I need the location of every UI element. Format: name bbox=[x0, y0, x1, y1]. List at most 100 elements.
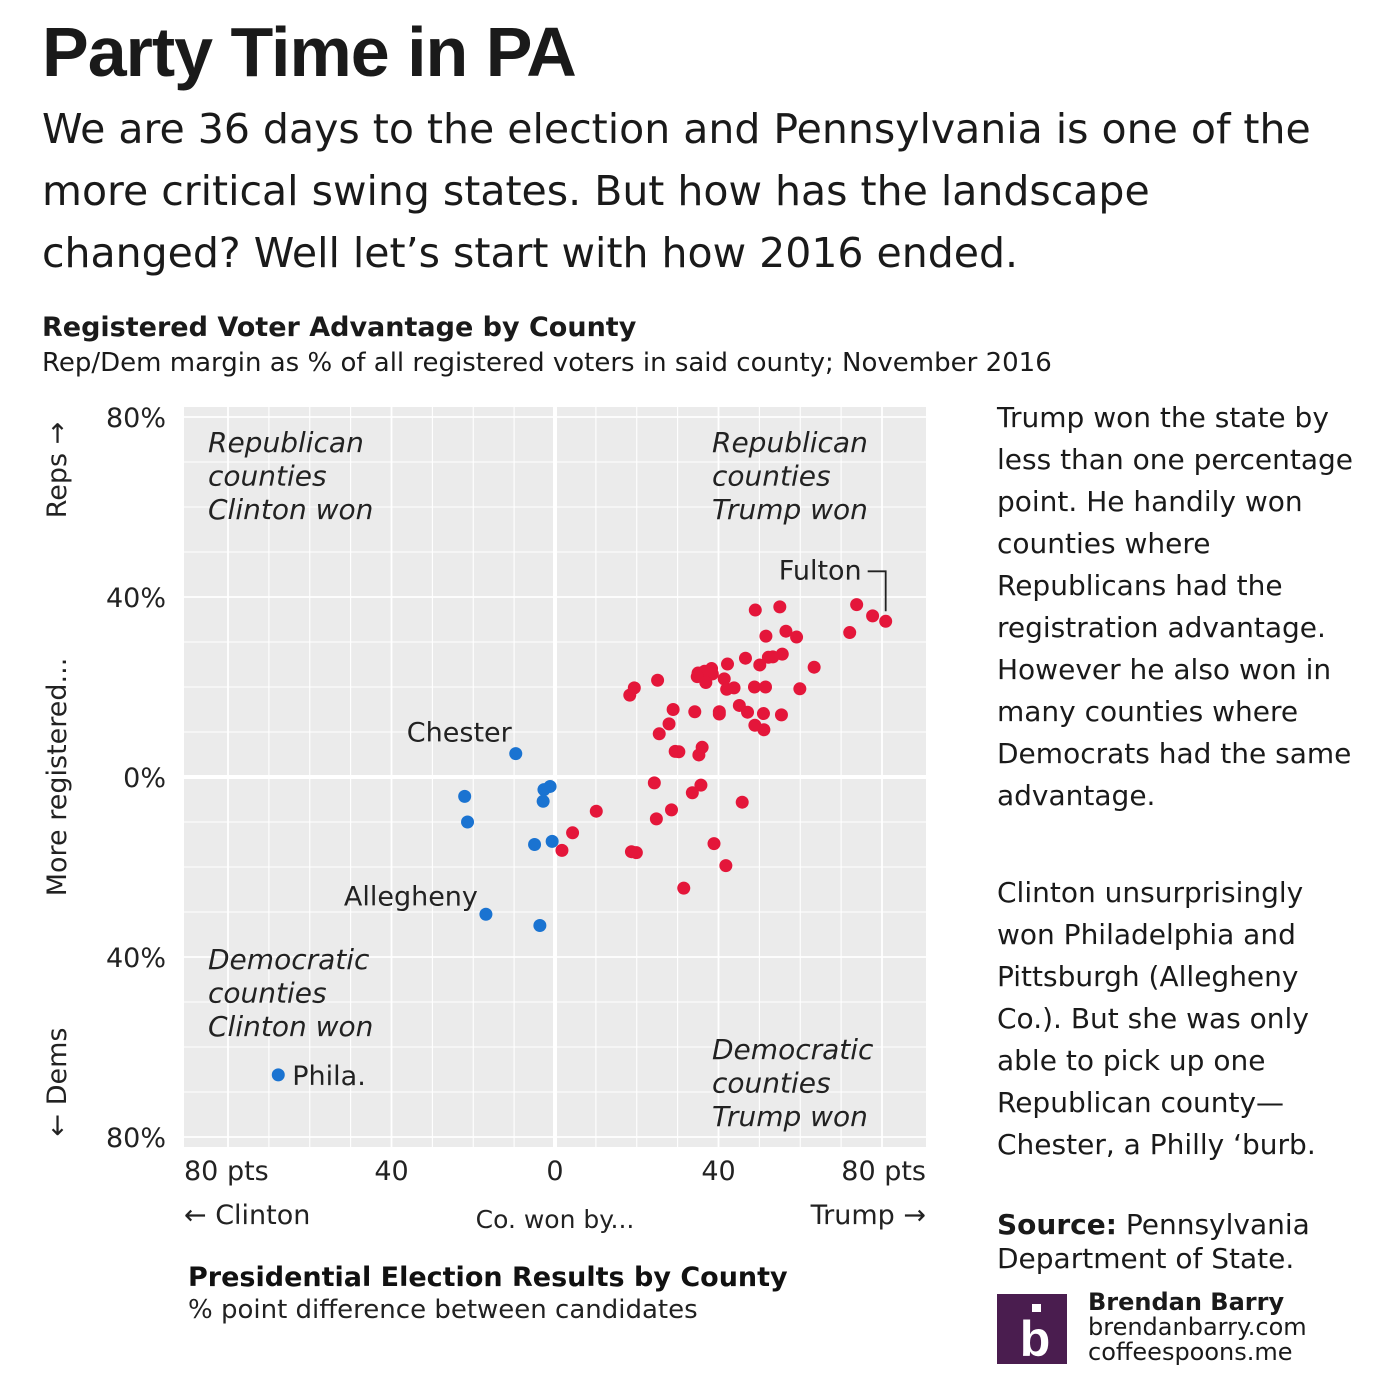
trump-county-point bbox=[866, 609, 880, 623]
trump-county-point bbox=[850, 598, 864, 612]
trump-county-point bbox=[747, 680, 761, 694]
brand-name: Brendan Barry bbox=[1088, 1288, 1285, 1316]
x-axis-title: Presidential Election Results by County bbox=[188, 1262, 788, 1293]
clinton-county-point bbox=[536, 794, 550, 808]
trump-county-point bbox=[779, 624, 793, 638]
clinton-county-point bbox=[528, 838, 542, 851]
quadrant-label-bottom-right: Democratic bbox=[712, 1033, 874, 1066]
trump-county-point bbox=[761, 650, 775, 664]
quadrant-label-top-right: Trump won bbox=[712, 493, 868, 526]
page-title: Party Time in PA bbox=[42, 13, 577, 91]
quadrant-label-bottom-left: counties bbox=[208, 977, 327, 1010]
x-axis-center-label: Co. won by... bbox=[476, 1205, 635, 1234]
brand-site-2[interactable]: coffeespoons.me bbox=[1088, 1338, 1293, 1366]
trump-county-point bbox=[566, 826, 580, 840]
x-tick-label: 40 bbox=[701, 1156, 735, 1187]
clinton-county-point bbox=[537, 783, 551, 797]
trump-county-point bbox=[793, 682, 807, 696]
sidebar-paragraph-1: Trump won the state by less than one per… bbox=[997, 401, 1354, 812]
y-axis-top-label: Reps → bbox=[42, 422, 73, 519]
source-note: Source: Pennsylvania Department of State… bbox=[997, 1208, 1357, 1276]
trump-county-point bbox=[662, 717, 676, 731]
trump-county-point bbox=[759, 680, 773, 694]
clinton-county-point bbox=[458, 789, 472, 803]
trump-county-point bbox=[879, 614, 893, 628]
trump-county-point bbox=[735, 795, 749, 809]
chart-title: Registered Voter Advantage by County bbox=[42, 312, 637, 343]
x-tick-label: 80 pts bbox=[841, 1156, 926, 1187]
trump-county-point bbox=[555, 843, 569, 857]
brand-logo: b bbox=[997, 1294, 1067, 1367]
brand-logo-glyph: b bbox=[1020, 1304, 1050, 1367]
trump-county-point bbox=[707, 837, 721, 851]
trump-county-point bbox=[753, 658, 767, 672]
trump-county-point bbox=[652, 727, 666, 741]
quadrant-label-top-left: counties bbox=[208, 460, 327, 493]
clinton-county-point bbox=[271, 1068, 285, 1082]
trump-county-point bbox=[695, 740, 709, 754]
trump-county-point bbox=[720, 657, 734, 671]
trump-county-point bbox=[748, 603, 762, 617]
x-tick-label: 40 bbox=[374, 1156, 408, 1187]
trump-county-point bbox=[672, 745, 686, 759]
sidebar-paragraph-2: Clinton unsurprisingly won Philadelphia … bbox=[997, 876, 1316, 1161]
x-tick-label: 0 bbox=[546, 1156, 563, 1187]
y-tick-label: 40% bbox=[106, 583, 166, 614]
trump-county-point bbox=[694, 778, 708, 792]
trump-county-point bbox=[757, 723, 771, 737]
trump-county-point bbox=[759, 629, 773, 643]
clinton-county-point bbox=[533, 919, 547, 932]
y-tick-label: 80% bbox=[106, 403, 166, 434]
annotation-phila: Phila. bbox=[292, 1061, 366, 1092]
page-subtitle: We are 36 days to the election and Penns… bbox=[42, 105, 1311, 277]
annotation-fulton: Fulton bbox=[779, 555, 862, 586]
trump-county-point bbox=[756, 707, 770, 721]
trump-county-point bbox=[719, 859, 733, 873]
annotation-allegheny: Allegheny bbox=[344, 881, 478, 912]
trump-county-point bbox=[738, 651, 752, 665]
trump-county-point bbox=[688, 705, 702, 719]
clinton-county-point bbox=[545, 834, 559, 848]
trump-county-point bbox=[647, 776, 661, 790]
trump-county-point bbox=[649, 812, 663, 826]
trump-county-point bbox=[699, 676, 713, 689]
fulton-leader-line bbox=[867, 570, 887, 612]
x-axis-subtitle: % point difference between candidates bbox=[188, 1295, 698, 1325]
trump-county-point bbox=[773, 600, 787, 614]
y-axis-center-label: More registered... bbox=[42, 658, 73, 897]
brand-site-1[interactable]: brendanbarry.com bbox=[1088, 1313, 1307, 1341]
x-axis-right-label: Trump → bbox=[810, 1200, 926, 1231]
trump-county-point bbox=[677, 881, 691, 895]
trump-county-point bbox=[712, 705, 726, 719]
trump-county-point bbox=[589, 804, 603, 818]
quadrant-label-bottom-right: counties bbox=[712, 1067, 831, 1100]
trump-county-point bbox=[807, 660, 821, 674]
trump-county-point bbox=[717, 672, 731, 686]
trump-county-point bbox=[741, 705, 755, 719]
quadrant-label-top-right: counties bbox=[712, 460, 831, 493]
quadrant-label-top-left: Republican bbox=[208, 426, 364, 459]
brand-text: Brendan Barry brendanbarry.com coffeespo… bbox=[1088, 1290, 1307, 1365]
annotation-chester: Chester bbox=[407, 718, 513, 749]
x-axis-left-label: ← Clinton bbox=[184, 1200, 310, 1231]
quadrant-label-bottom-left: Clinton won bbox=[208, 1010, 373, 1043]
y-tick-label: 40% bbox=[106, 943, 166, 974]
y-tick-label: 80% bbox=[106, 1123, 166, 1154]
clinton-county-point bbox=[509, 747, 523, 761]
clinton-county-point bbox=[461, 815, 475, 829]
chart-subtitle: Rep/Dem margin as % of all registered vo… bbox=[42, 348, 1052, 378]
source-text: Pennsylvania Department of State. bbox=[997, 1208, 1310, 1275]
trump-county-point bbox=[623, 688, 637, 702]
trump-county-point bbox=[790, 630, 804, 644]
clinton-county-point bbox=[479, 907, 493, 921]
quadrant-label-bottom-right: Trump won bbox=[712, 1100, 868, 1133]
x-tick-label: 80 pts bbox=[184, 1156, 269, 1187]
trump-county-point bbox=[651, 673, 665, 687]
trump-county-point bbox=[720, 682, 734, 696]
quadrant-label-bottom-left: Democratic bbox=[208, 943, 370, 976]
trump-county-point bbox=[664, 803, 678, 817]
trump-county-point bbox=[666, 703, 680, 716]
trump-county-point bbox=[685, 786, 699, 800]
trump-county-point bbox=[774, 708, 788, 722]
